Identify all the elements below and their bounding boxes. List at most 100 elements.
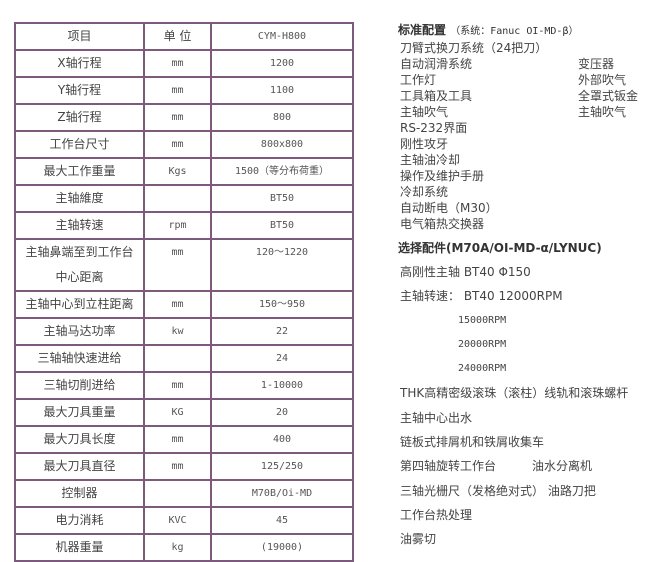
unit-cell: Kgs: [143, 157, 212, 186]
optional-item: 15000RPM: [458, 314, 507, 326]
config-panel: 标准配置 （系统：Fanuc OI-MD-β） 刀臂式换刀系统（24把刀） 自动润…: [398, 20, 668, 552]
value-cell: 22: [210, 317, 354, 346]
value-cell: 45: [210, 506, 354, 535]
unit-cell: mm: [143, 103, 212, 132]
item-cell: 机器重量: [14, 533, 145, 562]
table-row: 最大工作重量 Kgs 1500（等分布荷重）: [14, 157, 354, 186]
item-cell: 工作台尺寸: [14, 130, 145, 159]
table-row: 电力消耗 KVC 45: [14, 506, 354, 535]
item-cell: 最大刀具长度: [14, 425, 145, 454]
item-cell: 主轴转速: [14, 211, 145, 240]
standard-item: 自动润滑系统 变压器: [398, 56, 668, 72]
unit-cell: mm: [143, 49, 212, 78]
value-cell: 125/250: [210, 452, 354, 481]
standard-item-left: 工作灯: [400, 73, 437, 87]
optional-item: 第四轴旋转工作台 油水分离机: [400, 459, 593, 474]
value-cell: 1500（等分布荷重）: [210, 157, 354, 186]
unit-cell: [143, 344, 212, 373]
standard-item-left: 操作及维护手册: [400, 169, 485, 183]
item-cell: 三轴切削进给: [14, 371, 145, 400]
table-row: X轴行程 mm 1200: [14, 49, 354, 78]
standard-item: 工具箱及工具 全罩式钣金: [398, 88, 668, 104]
table-row: 工作台尺寸 mm 800x800: [14, 130, 354, 159]
item-cell: 最大刀具直径: [14, 452, 145, 481]
standard-item: 冷却系统: [398, 184, 668, 200]
standard-config-heading: 标准配置 （系统：Fanuc OI-MD-β）: [398, 20, 668, 40]
spec-table: 项目单 位 CYM-H800 X轴行程 mm 1200 Y轴行程 mm 1100 Z轴行程 mm 8…: [14, 22, 354, 562]
value-cell: 1100: [210, 76, 354, 105]
standard-title: 标准配置: [398, 23, 447, 37]
standard-item-left: 自动断电（M30）: [400, 201, 498, 215]
standard-item: 刚性攻牙: [398, 136, 668, 152]
table-row: Y轴行程 mm 1100: [14, 76, 354, 105]
unit-cell: kw: [143, 317, 212, 346]
unit-cell: kg: [143, 533, 212, 562]
optional-item: 主轴转速： BT40 12000RPM: [400, 289, 563, 304]
value-cell: 20: [210, 398, 354, 427]
item-cell: Z轴行程: [14, 103, 145, 132]
table-row: 主轴马达功率 kw 22: [14, 317, 354, 346]
table-row: 主轴转速 rpm BT50: [14, 211, 354, 240]
standard-item: 刀臂式换刀系统（24把刀）: [398, 40, 668, 56]
item-cell: 主轴維度: [14, 184, 145, 213]
header-cell: CYM-H800: [210, 22, 354, 51]
unit-cell: mm: [143, 76, 212, 105]
standard-item-left: 主轴油冷却: [400, 153, 461, 167]
standard-item-left: RS-232界面: [400, 121, 468, 135]
standard-list: 刀臂式换刀系统（24把刀） 自动润滑系统 变压器 工作灯 外部吹气 工具箱及工具 全罩式钣金…: [398, 40, 668, 232]
item-cell: 主轴鼻端至到工作台中心距离: [14, 238, 145, 292]
optional-item: 20000RPM: [458, 338, 507, 350]
standard-item-right: 全罩式钣金: [578, 89, 639, 103]
unit-cell: mm: [143, 290, 212, 319]
table-row: 主轴維度 BT50: [14, 184, 354, 213]
item-cell: 电力消耗: [14, 506, 145, 535]
standard-item: 电气箱热交换器: [398, 216, 668, 232]
table-row: 主轴鼻端至到工作台中心距离 mm 120～1220: [14, 238, 354, 292]
value-cell: BT50: [210, 211, 354, 240]
value-cell: 400: [210, 425, 354, 454]
unit-cell: mm: [143, 238, 212, 292]
table-row: 三轴切削进给 mm 1-10000: [14, 371, 354, 400]
header-cell: 单 位: [143, 22, 212, 51]
standard-item-left: 刀臂式换刀系统（24把刀）: [400, 41, 548, 55]
table-row: 机器重量 kg (19000): [14, 533, 354, 562]
item-cell: 控制器: [14, 479, 145, 508]
optional-item: 主轴中心出水: [400, 410, 473, 425]
standard-item: RS-232界面: [398, 120, 668, 136]
value-cell: M70B/Oi-MD: [210, 479, 354, 508]
value-cell: 800: [210, 103, 354, 132]
item-cell: 三轴轴快速进给: [14, 344, 145, 373]
standard-item: 主轴油冷却: [398, 152, 668, 168]
header-cell: 项目: [14, 22, 145, 51]
value-cell: BT50: [210, 184, 354, 213]
unit-cell: rpm: [143, 211, 212, 240]
standard-item-left: 电气箱热交换器: [400, 217, 485, 231]
table-header-row: 项目单 位 CYM-H800: [14, 22, 354, 51]
optional-item: 高刚性主轴 BT40 Φ150: [400, 265, 531, 279]
value-cell: 1-10000: [210, 371, 354, 400]
standard-subtitle: （系统：Fanuc OI-MD-β）: [450, 26, 579, 37]
optional-item: THK高精密级滚珠（滚柱）线轨和滚珠螺杆: [400, 386, 629, 401]
unit-cell: KG: [143, 398, 212, 427]
standard-item-right: 主轴吹气: [578, 105, 627, 119]
standard-item-right: 外部吹气: [578, 73, 627, 87]
table-row: 控制器 M70B/Oi-MD: [14, 479, 354, 508]
optional-list: 高刚性主轴 BT40 Φ150 主轴转速： BT40 12000RPM 15000R…: [398, 260, 668, 552]
value-cell: (19000): [210, 533, 354, 562]
item-cell: 最大刀具重量: [14, 398, 145, 427]
optional-item: 油雾切: [400, 532, 437, 547]
standard-item-left: 刚性攻牙: [400, 137, 449, 151]
item-cell: 最大工作重量: [14, 157, 145, 186]
item-cell: 主轴中心到立柱距离: [14, 290, 145, 319]
standard-item-left: 自动润滑系统: [400, 57, 473, 71]
optional-item: 工作台热处理: [400, 507, 473, 522]
optional-item: 链板式排屑机和铁屑收集车: [400, 435, 545, 450]
standard-item: 主轴吹气 主轴吹气: [398, 104, 668, 120]
standard-item-left: 冷却系统: [400, 185, 449, 199]
item-cell: Y轴行程: [14, 76, 145, 105]
unit-cell: mm: [143, 425, 212, 454]
standard-item: 工作灯 外部吹气: [398, 72, 668, 88]
table-row: 最大刀具长度 mm 400: [14, 425, 354, 454]
unit-cell: mm: [143, 130, 212, 159]
value-cell: 24: [210, 344, 354, 373]
